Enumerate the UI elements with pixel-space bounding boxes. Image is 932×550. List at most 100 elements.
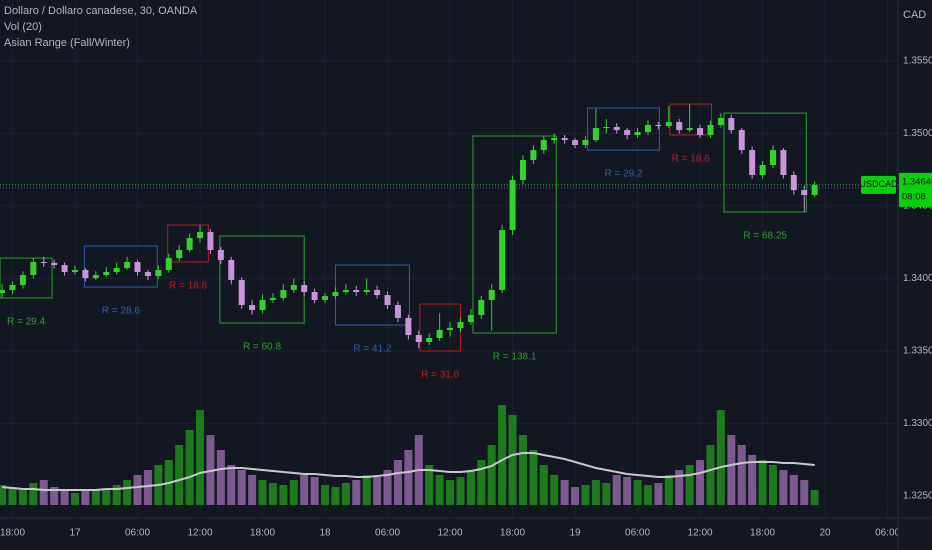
indicator-label: Asian Range (Fall/Winter) (4, 37, 130, 49)
candle-body (738, 130, 745, 151)
candle-body (394, 305, 401, 318)
x-tick-label: 06:00 (375, 528, 400, 539)
volume-bar (581, 485, 590, 505)
x-tick-label: 06:00 (125, 528, 150, 539)
candle-body (707, 124, 714, 135)
volume-bar (456, 477, 465, 505)
candle-body (165, 258, 172, 270)
candle-body (519, 160, 526, 181)
candle-body (51, 262, 58, 266)
range-label: R = 18.6 (672, 154, 711, 165)
range-box (669, 103, 713, 136)
volume-bar (279, 485, 288, 505)
range-label: R = 29.2 (604, 169, 643, 180)
y-tick-label: 1.33500 (903, 346, 932, 357)
plot-area: R = 29.4 R = 28.6 R = 18.8 R = 60.8 R = 41.2… (0, 0, 898, 518)
candle-body (259, 299, 266, 310)
volume-bar (91, 489, 100, 505)
x-tick-label: 06:00 (875, 528, 900, 539)
candle-body (728, 118, 735, 131)
candle-body (103, 271, 110, 276)
candle-body (655, 124, 662, 126)
candle-body (217, 249, 224, 260)
symbol-tag-label: USDCAD (859, 179, 898, 189)
candle-body (311, 292, 318, 300)
volume-bar (696, 460, 705, 505)
candle-body (19, 275, 26, 286)
volume-bar (810, 490, 819, 505)
candle-body (0, 289, 6, 294)
range-label: R = 28.6 (102, 306, 141, 317)
candle-body (697, 128, 704, 135)
y-tick-label: 1.35500 (903, 56, 932, 67)
candle-body (592, 128, 599, 141)
volume-bar (185, 430, 194, 505)
volume-bar (227, 465, 236, 505)
volume-bar (612, 475, 621, 505)
candle-body (134, 261, 141, 272)
candle-body (769, 150, 776, 165)
range-label: R = 18.8 (169, 281, 208, 292)
candle-body (269, 297, 276, 300)
x-tick-label: 12:00 (188, 528, 213, 539)
volume-bar (477, 460, 486, 505)
candle-body (634, 132, 641, 135)
candle-body (467, 315, 474, 323)
volume-bar (373, 477, 382, 505)
volume-bar (404, 450, 413, 505)
y-tick-label: 1.35000 (903, 128, 932, 139)
candle-body (457, 322, 464, 328)
x-tick-label: 18:00 (500, 528, 525, 539)
volume-bar (310, 477, 319, 505)
candle-body (384, 295, 391, 306)
volume-bar (196, 410, 205, 505)
candle-body (509, 180, 516, 231)
candle-body (113, 268, 120, 272)
x-tick-label: 18:00 (750, 528, 775, 539)
candle-body (540, 140, 547, 151)
volume-bar (529, 450, 538, 505)
candle-body (603, 127, 610, 129)
x-tick-label: 19 (569, 528, 581, 539)
candle-body (488, 289, 495, 300)
indicator-label: Vol (20) (4, 21, 42, 33)
candle-body (665, 122, 672, 126)
volume-bar (518, 435, 527, 505)
y-tick-label: 1.33000 (903, 418, 932, 429)
candle-body (499, 230, 506, 290)
volume-bar (727, 435, 736, 505)
candle-body (61, 265, 68, 272)
volume-bar (60, 490, 69, 505)
volume-bar (362, 475, 371, 505)
candle-body (801, 190, 808, 196)
volume-bar (508, 415, 517, 505)
volume-bar (216, 450, 225, 505)
currency-label: CAD (903, 9, 926, 21)
candle-body (676, 122, 683, 131)
range-label: R = 29.4 (7, 317, 46, 328)
symbol-tag (861, 175, 896, 194)
candle-body (405, 317, 412, 336)
candle-body (749, 150, 756, 175)
candle-body (363, 289, 370, 293)
candle-body (72, 269, 79, 272)
volume-bar (560, 480, 569, 505)
volume-bar (498, 405, 507, 505)
candle-body (780, 150, 787, 175)
price-tag-countdown: 08:08 (902, 191, 926, 202)
volume-bar (0, 485, 7, 505)
price-tag-value: 1.34646 (902, 176, 932, 187)
volume-bar (18, 490, 27, 505)
x-tick-label: 20 (820, 528, 832, 539)
volume-bar (779, 470, 788, 505)
candle-body (530, 150, 537, 161)
volume-bar (289, 480, 298, 505)
volume-bar (258, 480, 267, 505)
volume-bar (248, 475, 257, 505)
candle-body (686, 128, 693, 131)
x-tick-label: 18 (319, 528, 331, 539)
x-tick-label: 17 (69, 528, 81, 539)
candle-body (9, 285, 16, 290)
volume-bar (623, 477, 632, 505)
y-tick-label: 1.32500 (903, 491, 932, 502)
